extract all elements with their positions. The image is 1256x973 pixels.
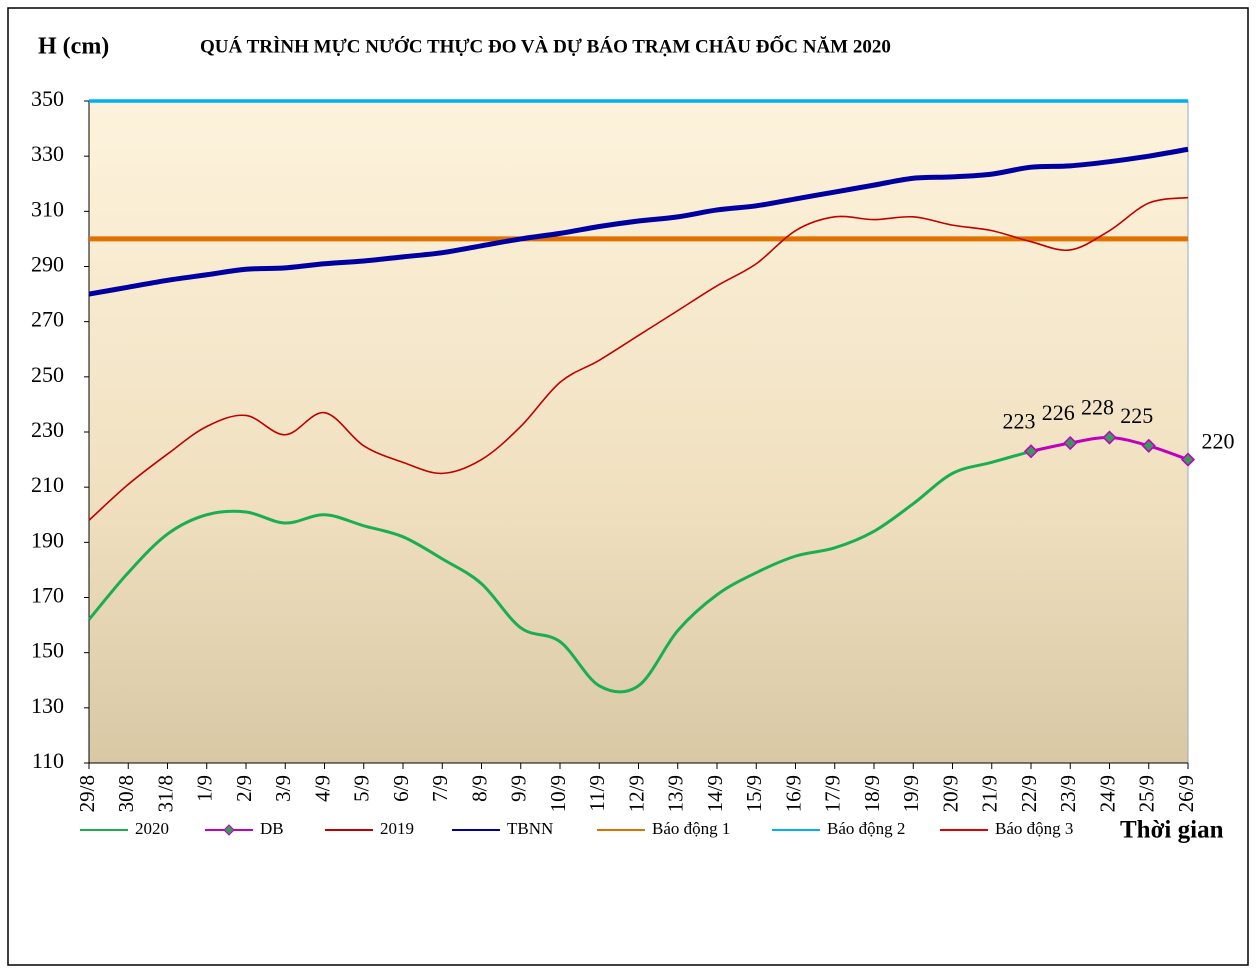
x-tick-label: 31/8: [153, 775, 177, 812]
y-tick-label: 330: [31, 141, 64, 166]
legend-label: TBNN: [507, 819, 553, 838]
x-tick-label: 22/9: [1017, 775, 1041, 812]
x-tick-label: 6/9: [389, 775, 413, 802]
x-tick-label: 30/8: [114, 775, 138, 812]
x-tick-label: 21/9: [978, 775, 1002, 812]
legend-marker: [223, 824, 235, 836]
x-tick-label: 23/9: [1056, 775, 1080, 812]
marker: [1063, 435, 1078, 451]
x-tick-label: 18/9: [860, 775, 884, 812]
x-tick-label: 20/9: [938, 775, 962, 812]
series-line: [87, 449, 1032, 694]
x-tick-label: 24/9: [1095, 775, 1119, 812]
legend-label: Báo động 1: [652, 819, 730, 838]
y-tick-label: 350: [31, 86, 64, 111]
x-tick-label: 5/9: [350, 775, 374, 802]
legend-label: Báo động 3: [995, 819, 1073, 838]
plot-area: [88, 100, 1189, 764]
y-tick-label: 290: [31, 252, 64, 277]
series-line: [88, 146, 1189, 297]
x-tick-label: 17/9: [821, 775, 845, 812]
y-tick-label: 270: [31, 307, 64, 332]
x-tick-label: 11/9: [585, 775, 609, 812]
x-tick-label: 12/9: [624, 775, 648, 812]
marker: [1141, 438, 1156, 453]
x-tick-label: 15/9: [742, 775, 766, 812]
x-tick-label: 2/9: [232, 775, 256, 802]
x-tick-label: 10/9: [546, 775, 570, 812]
data-label: 220: [1202, 429, 1235, 454]
y-tick-label: 190: [31, 527, 64, 552]
legend-label: 2020: [135, 819, 169, 838]
y-tick-label: 210: [31, 472, 64, 497]
legend-label: 2019: [380, 819, 414, 838]
y-tick-label: 110: [32, 748, 64, 773]
data-label: 223: [1003, 408, 1036, 433]
x-tick-label: 4/9: [310, 775, 334, 802]
x-tick-label: 13/9: [664, 775, 688, 812]
x-axis-label: Thời gian: [1120, 817, 1224, 844]
legend-label: Báo động 2: [827, 819, 905, 838]
y-axis-label: H (cm): [38, 34, 109, 60]
x-tick-label: 14/9: [703, 775, 727, 812]
x-tick-label: 9/9: [507, 775, 531, 802]
marker: [1102, 430, 1117, 445]
x-tick-label: 7/9: [428, 775, 452, 802]
data-label: 225: [1120, 403, 1153, 428]
y-tick-label: 230: [31, 417, 64, 442]
x-tick-label: 1/9: [193, 775, 217, 802]
y-tick-label: 310: [31, 196, 64, 221]
data-label: 226: [1042, 400, 1075, 425]
y-tick-label: 170: [31, 583, 64, 608]
y-tick-label: 150: [31, 638, 64, 663]
x-tick-label: 8/9: [467, 775, 491, 802]
chart-title: QUÁ TRÌNH MỰC NƯỚC THỰC ĐO VÀ DỰ BÁO TRẠ…: [200, 35, 891, 57]
series-line: [88, 196, 1189, 521]
x-tick-label: 16/9: [781, 775, 805, 812]
marker: [1023, 444, 1039, 459]
x-tick-label: 19/9: [899, 775, 923, 812]
legend-label: DB: [260, 819, 284, 838]
x-tick-label: 26/9: [1174, 775, 1198, 812]
data-label: 228: [1081, 395, 1114, 420]
x-tick-label: 29/8: [75, 775, 99, 812]
marker: [1180, 452, 1196, 467]
y-tick-label: 130: [31, 693, 64, 718]
y-tick-label: 250: [31, 362, 64, 387]
x-tick-label: 25/9: [1135, 775, 1159, 812]
x-tick-label: 3/9: [271, 775, 295, 802]
